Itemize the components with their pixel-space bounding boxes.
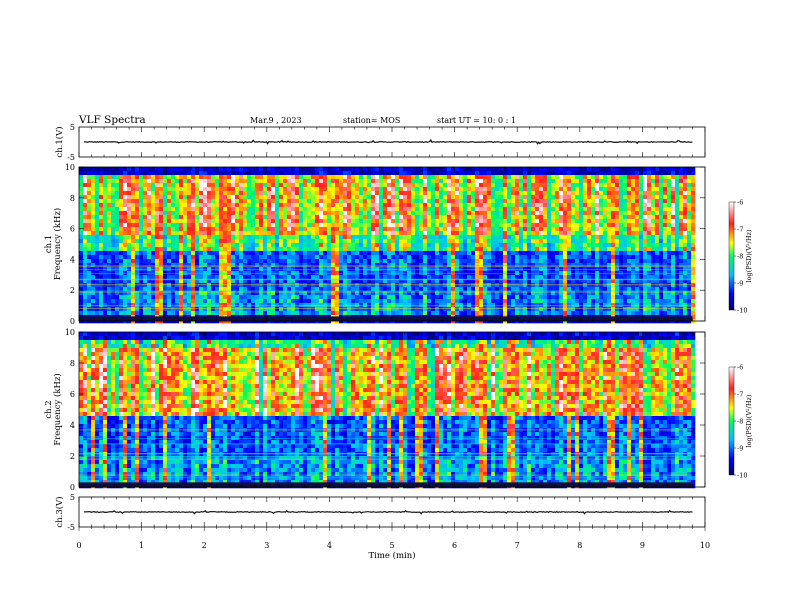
- ch2_spectrogram-heatmap: [79, 332, 705, 489]
- ch2_spectrogram-ytick-label: 8: [70, 359, 75, 368]
- ch2_spectrogram-ytick-label: 2: [70, 452, 75, 461]
- ch1_spectrogram-colorbar-tick: -9: [737, 280, 743, 288]
- x-tick-label: 4: [327, 541, 332, 550]
- x-tick-label: 8: [577, 541, 582, 550]
- ch1_spectrogram-ylabel: Frequency (kHz): [52, 208, 63, 280]
- ch2_spectrogram-colorbar-label: log(PSD)(V²/Hz): [745, 394, 753, 447]
- ch1_waveform-ytick-label: -5: [67, 153, 75, 162]
- ch3_waveform-ytick-label: -5: [67, 523, 75, 532]
- ch1_waveform-ylabel: ch.1(V): [54, 126, 65, 157]
- ch2_spectrogram-channel-label: ch.2: [44, 400, 54, 418]
- x-axis-label: Time (min): [368, 550, 415, 561]
- ch1_spectrogram-colorbar-tick: -10: [737, 307, 747, 315]
- x-tick-label: 6: [452, 541, 457, 550]
- ch2_spectrogram-panel: 0 2 4 6 8 10 ch.2 Frequency (kHz) -6 -7 -8 -9 -10 log…: [44, 328, 753, 492]
- ch1_spectrogram-colorbar: -6 -7 -8 -9 -10 log(PSD)(V²/Hz): [728, 199, 753, 315]
- ch1_spectrogram-colorbar-tick: -8: [737, 253, 743, 261]
- figure-title: VLF Spectra: [78, 114, 146, 126]
- x-tick-label: 0: [76, 541, 81, 550]
- x-tick-label: 7: [515, 541, 520, 550]
- ch1_waveform-ytick-label: 5: [70, 123, 75, 132]
- x-tick-label: 10: [700, 541, 710, 550]
- station-label: station= MOS: [343, 116, 400, 125]
- x-tick-label: 9: [640, 541, 645, 550]
- ch2_spectrogram-colorbar-tick: -7: [737, 391, 743, 399]
- ch1_spectrogram-heatmap: [79, 167, 705, 324]
- ch2_spectrogram-ytick-label: 4: [70, 421, 75, 430]
- ch1_spectrogram-ytick-label: 0: [70, 317, 75, 326]
- ch1_spectrogram-colorbar-tick: -6: [737, 199, 743, 207]
- ch1_spectrogram-colorbar-tick: -7: [737, 226, 743, 234]
- ch3_waveform-ylabel: ch.3(V): [54, 496, 65, 527]
- ch2_spectrogram-ytick-label: 6: [70, 390, 75, 399]
- ch1_waveform-trace: [83, 139, 693, 145]
- ch2_spectrogram-ylabel: Frequency (kHz): [52, 373, 63, 445]
- ch1_spectrogram-panel: 0 2 4 6 8 10 ch.1 Frequency (kHz) -6 -7 -8 -9 -10 log…: [44, 163, 753, 326]
- ch2_spectrogram-ytick-label: 10: [65, 328, 75, 337]
- ch2_spectrogram-colorbar: -6 -7 -8 -9 -10 log(PSD)(V²/Hz): [728, 364, 753, 480]
- x-tick-label: 3: [264, 541, 269, 550]
- ch1_spectrogram-ytick-label: 2: [70, 286, 75, 295]
- ch2_spectrogram-colorbar-tick: -8: [737, 418, 743, 426]
- ch1_spectrogram-ytick-label: 8: [70, 194, 75, 203]
- ch1_spectrogram-ytick-label: 10: [65, 163, 75, 172]
- ch2_spectrogram-colorbar-tick: -9: [737, 445, 743, 453]
- ch2_spectrogram-colorbar-tick: -6: [737, 364, 743, 372]
- x-tick-label: 2: [202, 541, 207, 550]
- ch3_waveform-ytick-label: 5: [70, 493, 75, 502]
- x-tick-label: 1: [139, 541, 144, 550]
- start-time-label: start UT = 10: 0 : 1: [437, 116, 516, 125]
- ch1_spectrogram-ytick-label: 6: [70, 225, 75, 234]
- date-label: Mar.9 , 2023: [250, 116, 302, 125]
- ch1_spectrogram-ytick-label: 4: [70, 255, 75, 264]
- ch1_spectrogram-channel-label: ch.1: [44, 235, 54, 253]
- ch2_spectrogram-ytick-label: 0: [70, 483, 75, 492]
- x-tick-label: 5: [389, 541, 394, 550]
- ch2_spectrogram-colorbar-tick: -10: [737, 472, 747, 480]
- ch1_spectrogram-colorbar-label: log(PSD)(V²/Hz): [745, 229, 753, 282]
- ch3_waveform-trace: [83, 509, 693, 515]
